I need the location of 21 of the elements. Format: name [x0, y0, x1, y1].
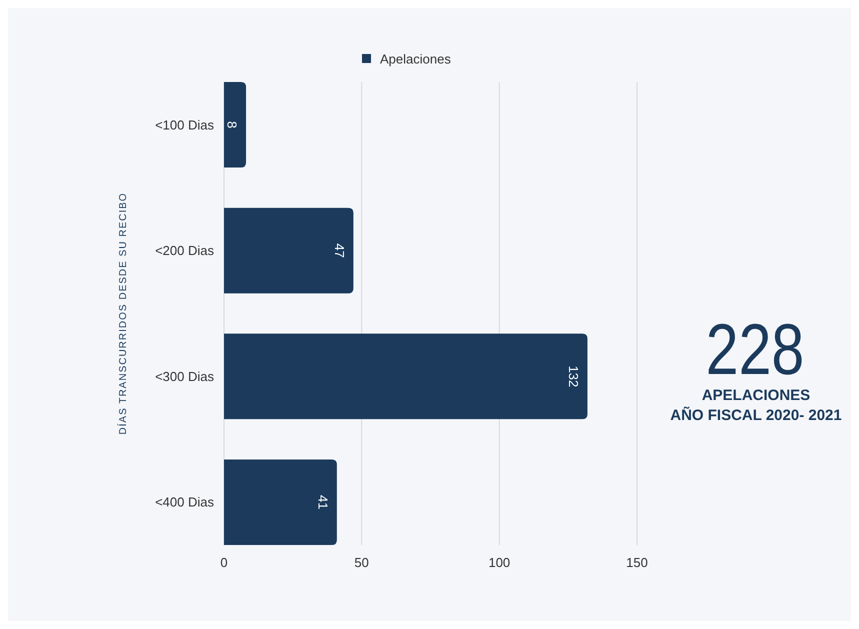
y-tick-label: <300 Dias — [155, 368, 214, 384]
x-tick-label: 100 — [488, 555, 510, 570]
data-label: 8 — [224, 121, 240, 128]
legend-label: Apelaciones — [380, 52, 452, 66]
y-tick-label: <100 Dias — [155, 117, 214, 132]
bar — [224, 334, 588, 420]
text: 228 — [706, 308, 804, 390]
x-tick-label: 150 — [626, 555, 648, 570]
bar — [224, 208, 354, 294]
data-label: 132 — [566, 366, 581, 388]
data-label: 47 — [332, 243, 347, 258]
bar — [224, 459, 337, 545]
x-tick-label: 50 — [354, 555, 369, 570]
bar — [224, 82, 246, 168]
text: AÑO FISCAL 2020- 2021 — [670, 406, 842, 424]
text: APELACIONES — [702, 387, 810, 404]
y-tick-label: <200 Dias — [155, 243, 214, 258]
y-tick-label: <400 Dias — [155, 494, 214, 510]
data-label: 41 — [315, 494, 330, 510]
x-tick-label: 0 — [220, 555, 228, 570]
y-axis-title: DÍAS TRANSCURRIDOS DESDE SU RECIBO — [117, 192, 129, 435]
